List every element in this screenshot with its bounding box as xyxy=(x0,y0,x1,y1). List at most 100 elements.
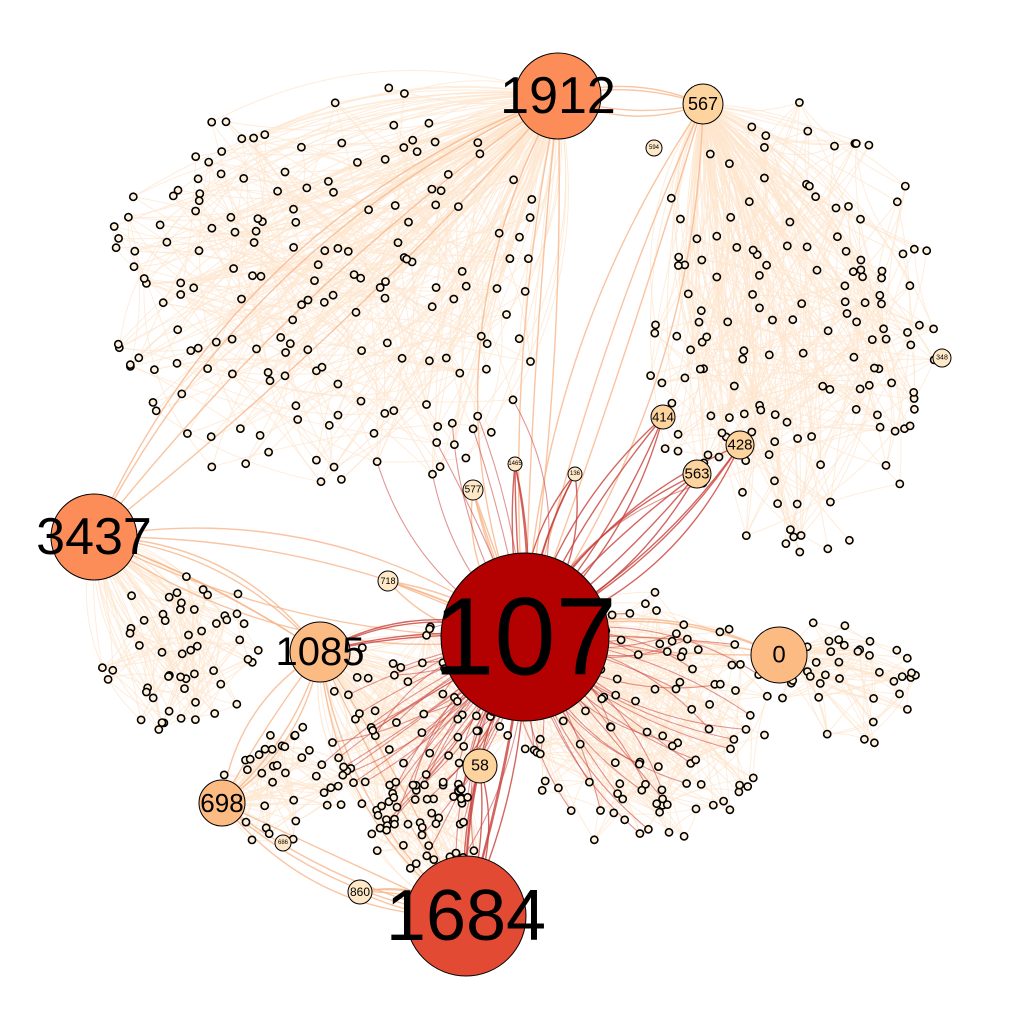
network-node xyxy=(237,294,246,304)
network-node xyxy=(276,332,286,342)
network-node xyxy=(729,381,739,391)
edge xyxy=(702,103,788,246)
network-node xyxy=(249,238,259,247)
hub-node-686: 686 xyxy=(274,834,292,852)
edge xyxy=(260,95,559,277)
network-node xyxy=(654,762,663,771)
edge xyxy=(153,95,559,371)
network-node xyxy=(141,687,151,697)
network-node xyxy=(260,744,270,754)
network-node xyxy=(176,714,186,723)
edge xyxy=(341,95,559,480)
network-node xyxy=(291,217,301,227)
network-node xyxy=(535,734,545,744)
network-node xyxy=(329,686,339,696)
network-node xyxy=(679,831,689,841)
edge xyxy=(158,659,249,730)
network-node xyxy=(503,731,513,740)
network-node xyxy=(494,228,504,238)
network-node xyxy=(128,192,138,202)
edge xyxy=(855,143,912,346)
network-node xyxy=(193,343,203,353)
network-node xyxy=(226,212,236,222)
network-node xyxy=(762,691,772,701)
edge xyxy=(736,664,741,786)
network-node xyxy=(851,139,861,148)
network-node xyxy=(313,260,323,270)
network-node xyxy=(322,800,332,810)
network-node xyxy=(907,668,916,678)
network-node xyxy=(172,358,182,368)
hub-label: 136 xyxy=(570,471,581,477)
network-node xyxy=(849,352,859,362)
hub-label: 107 xyxy=(433,576,617,699)
network-node xyxy=(429,855,439,864)
network-node xyxy=(463,792,472,802)
hub-label: 594 xyxy=(649,145,660,151)
network-node xyxy=(98,663,107,673)
network-node xyxy=(747,427,757,437)
network-node xyxy=(390,819,399,829)
network-node xyxy=(352,157,362,167)
network-node xyxy=(297,300,306,310)
network-node xyxy=(382,825,391,835)
edge xyxy=(772,277,882,321)
edge xyxy=(678,265,915,400)
network-node xyxy=(444,751,453,760)
edge xyxy=(321,95,559,368)
edge xyxy=(802,206,849,354)
edge xyxy=(211,95,559,229)
network-node xyxy=(289,795,299,805)
network-node xyxy=(702,332,712,342)
network-node xyxy=(232,699,242,709)
network-node xyxy=(311,771,321,781)
network-node xyxy=(739,346,749,356)
edge xyxy=(424,784,464,823)
network-node xyxy=(870,363,879,373)
network-node xyxy=(384,745,394,754)
hub-circle xyxy=(682,459,712,489)
network-node xyxy=(424,356,434,366)
network-node xyxy=(760,173,769,183)
network-node xyxy=(472,726,482,736)
network-node xyxy=(609,808,619,818)
network-node xyxy=(715,679,725,689)
network-node xyxy=(433,422,443,431)
edge xyxy=(702,103,787,415)
network-node xyxy=(280,768,290,778)
network-node xyxy=(735,780,744,790)
network-node xyxy=(425,624,434,634)
network-node xyxy=(892,197,902,207)
network-node xyxy=(197,626,206,636)
network-node xyxy=(162,237,172,247)
network-node xyxy=(304,745,314,755)
edge xyxy=(746,359,935,537)
network-node xyxy=(396,663,406,672)
network-node xyxy=(642,727,652,737)
network-node xyxy=(657,378,667,388)
network-node xyxy=(427,808,437,818)
network-node xyxy=(441,353,451,363)
network-node xyxy=(812,265,822,275)
edge xyxy=(702,103,740,323)
network-node xyxy=(525,213,535,222)
network-node xyxy=(235,424,245,433)
network-node xyxy=(781,539,791,548)
hub-label: 1465 xyxy=(508,461,522,467)
network-node xyxy=(905,281,915,291)
network-node xyxy=(389,406,399,415)
network-node xyxy=(136,715,146,725)
network-node xyxy=(830,141,839,151)
network-node xyxy=(403,677,413,686)
edge xyxy=(777,503,828,550)
network-node xyxy=(856,214,865,224)
network-node xyxy=(848,267,858,277)
network-node xyxy=(505,254,515,263)
network-node xyxy=(633,650,643,659)
network-node xyxy=(388,659,398,668)
network-node xyxy=(357,643,367,652)
hub-node-594: 594 xyxy=(645,139,663,157)
network-node xyxy=(203,364,212,373)
edge xyxy=(698,321,745,351)
edge xyxy=(392,734,508,794)
